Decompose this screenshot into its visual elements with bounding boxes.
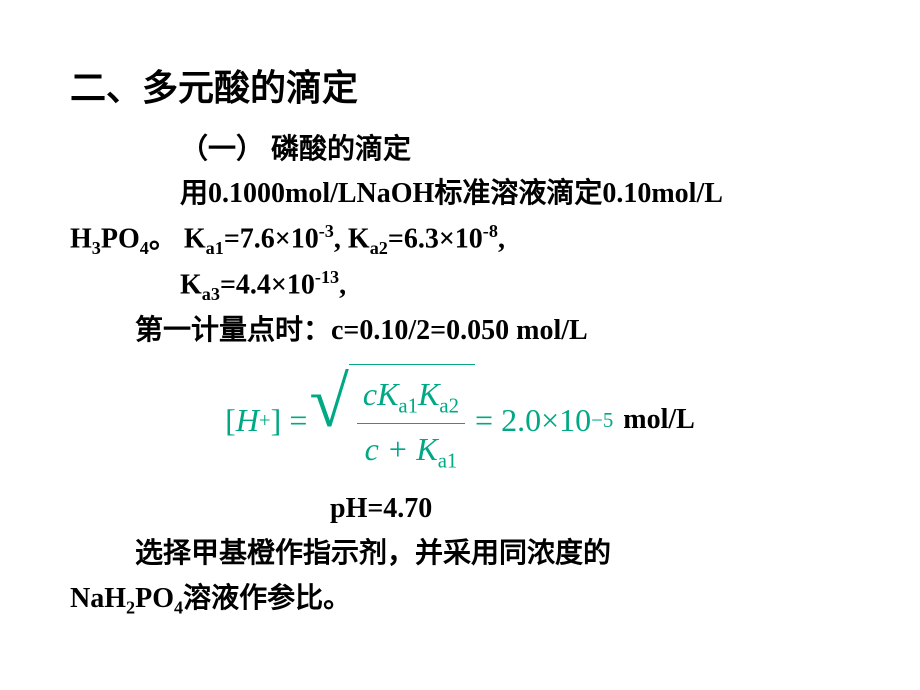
slide: 二、多元酸的滴定 （一） 磷酸的滴定 用0.1000mol/LNaOH标准溶液滴… [0,0,920,690]
formula-eq: = 2.0×10 [475,395,591,446]
num-ck: cK [363,376,399,412]
unit-label: mol/L [623,398,695,443]
comma2: , [339,270,346,301]
sep: , K [334,224,370,255]
sqrt-symbol: √ [309,372,349,485]
num-s2: a2 [439,394,459,417]
fraction: cKa1Ka2 c + Ka1 [357,369,465,477]
sub4b: 4 [174,598,183,618]
sqrt: √ cKa1Ka2 c + Ka1 [309,364,475,477]
nah: NaH [70,583,126,614]
formula-plus: + [259,404,271,437]
den-ck: c + K [365,431,438,467]
formula: [H+] = √ cKa1Ka2 c + Ka1 = 2.0×10−5 [225,364,613,477]
denominator: c + Ka1 [359,424,464,478]
chem-sub4: 4 [140,238,149,258]
formula-h: H [236,395,259,446]
text-line-1a: 用0.1000mol/LNaOH标准溶液滴定0.10mol/L [70,172,850,217]
chem-h: H [70,224,92,255]
val-k2: =6.3×10 [388,224,483,255]
sup-k1: -3 [319,221,334,241]
section-heading: 二、多元酸的滴定 [70,60,850,118]
sup-k2: -8 [483,221,498,241]
chem-sub3: 3 [92,238,101,258]
sub-a3: a3 [202,284,220,304]
text-line-3: 第一计量点时：c=0.10/2=0.050 mol/L [70,309,850,354]
text-line-4a: 选择甲基橙作指示剂，并采用同浓度的 [70,532,850,577]
k3: K [180,270,202,301]
sup-k3: -13 [315,267,339,287]
val-k1: =7.6×10 [224,224,319,255]
comma: , [498,224,505,255]
bracket-open: [ [225,395,236,446]
text-line-4b: NaH2PO4溶液作参比。 [70,577,850,623]
sub-a2: a2 [370,238,388,258]
chem-po: PO [101,224,140,255]
text-line-2: Ka3=4.4×10-13, [70,263,850,309]
sqrt-body: cKa1Ka2 c + Ka1 [349,364,475,477]
sub-a1: a1 [206,238,224,258]
text-line-1b: H3PO4。 Ka1=7.6×10-3, Ka2=6.3×10-8, [70,217,850,263]
text-k1: 。 K [149,224,206,255]
tail: 溶液作参比。 [183,583,351,614]
numerator: cKa1Ka2 [357,369,465,424]
bracket-close: ] = [271,395,308,446]
num-k2: K [418,376,439,412]
po2: PO [135,583,174,614]
val-k3: =4.4×10 [220,270,315,301]
ph-line: pH=4.70 [70,487,850,532]
formula-res-sup: −5 [591,404,613,437]
den-s: a1 [438,449,458,472]
subsection-heading: （一） 磷酸的滴定 [70,128,850,173]
num-s1: a1 [398,394,418,417]
formula-row: [H+] = √ cKa1Ka2 c + Ka1 = 2.0×10−5 mol/… [70,364,850,477]
sub2: 2 [126,598,135,618]
